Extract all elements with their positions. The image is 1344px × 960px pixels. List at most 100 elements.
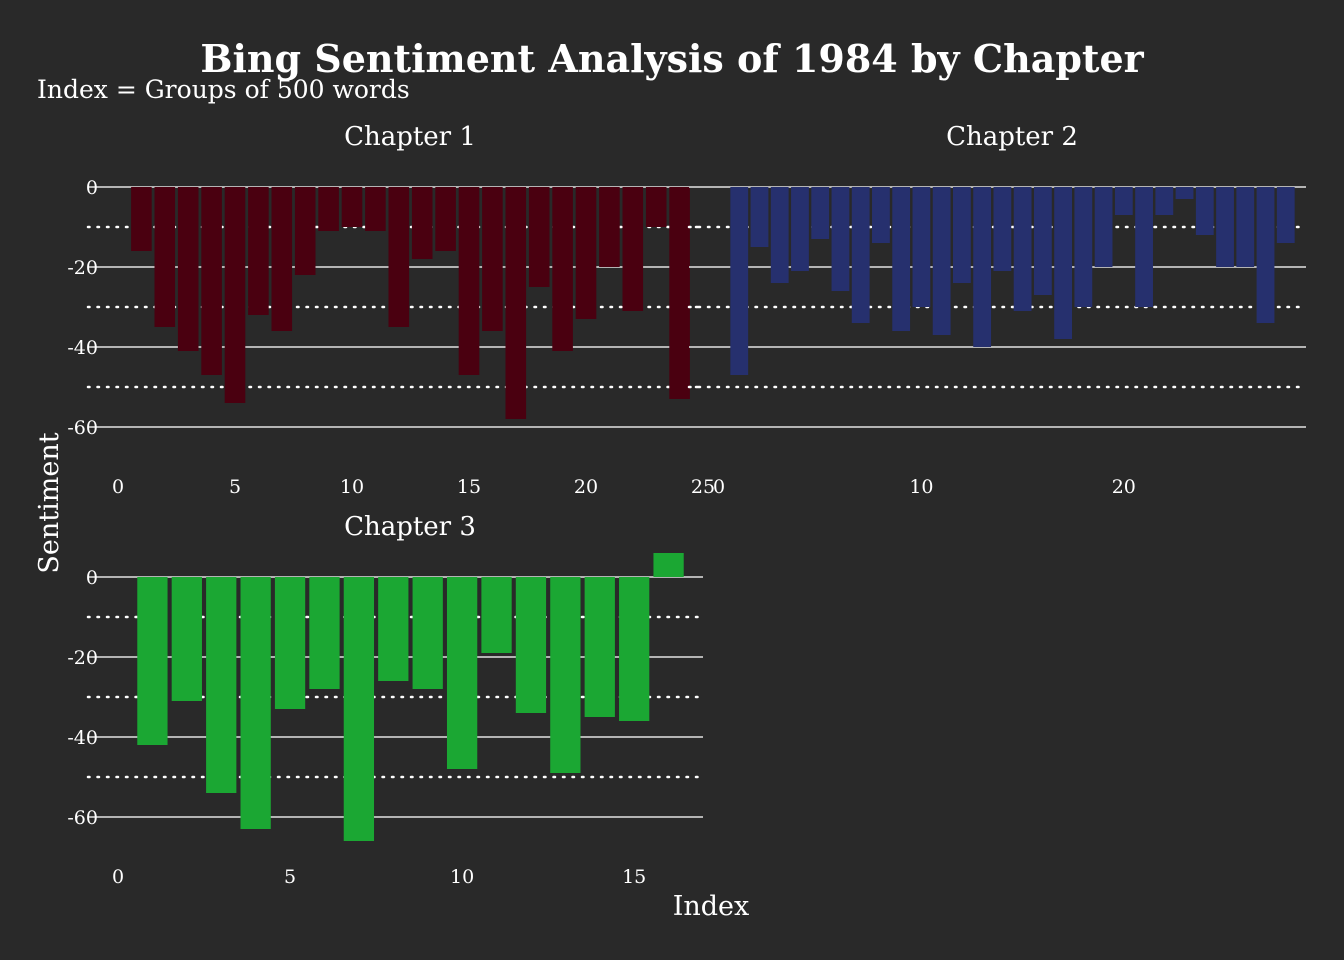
bar	[550, 577, 581, 773]
y-tick-label: 0	[86, 567, 98, 589]
bar	[599, 187, 620, 267]
bar	[177, 187, 199, 351]
bar	[851, 187, 870, 323]
bar	[131, 187, 152, 251]
x-tick-label: 5	[284, 866, 296, 888]
x-tick-label: 20	[574, 476, 598, 498]
bar	[831, 187, 850, 291]
bar	[912, 187, 931, 307]
panel-chapter-1: Chapter 1 0 -20 -40 -60 0 5 10 15 20 25	[67, 122, 715, 498]
bar	[730, 187, 749, 375]
bar	[1195, 187, 1214, 235]
bar	[1094, 187, 1113, 267]
bar	[206, 577, 237, 793]
bar	[791, 187, 809, 271]
bar	[271, 187, 293, 331]
bar	[248, 187, 269, 315]
y-tick-label: -40	[67, 337, 98, 359]
bar	[1074, 187, 1093, 307]
x-tick-label: 20	[1112, 476, 1136, 498]
chart-subtitle: Index = Groups of 500 words	[37, 75, 410, 104]
bar	[1175, 187, 1194, 199]
bar	[435, 187, 456, 251]
bar	[294, 187, 316, 275]
bar	[341, 187, 363, 227]
bar	[932, 187, 951, 335]
bar	[1236, 187, 1255, 267]
bar	[1135, 187, 1153, 307]
bar	[619, 577, 650, 721]
y-tick-label: -60	[67, 417, 98, 439]
bar	[1054, 187, 1073, 339]
facet-label-chapter-3: Chapter 3	[344, 512, 476, 542]
bar	[274, 577, 306, 709]
bar	[1033, 187, 1052, 295]
chart-title: Bing Sentiment Analysis of 1984 by Chapt…	[200, 36, 1144, 81]
bar	[309, 577, 340, 689]
bar	[811, 187, 830, 239]
bar	[388, 187, 410, 327]
x-tick-label: 0	[112, 476, 124, 498]
x-tick-label: 10	[340, 476, 364, 498]
x-tick-label: 5	[229, 476, 241, 498]
bar	[973, 187, 992, 347]
bar	[446, 577, 478, 769]
bar	[552, 187, 573, 351]
y-tick-label: -40	[67, 727, 98, 749]
bar	[575, 187, 597, 319]
bar	[872, 187, 890, 243]
bar	[1276, 187, 1295, 243]
bar	[1256, 187, 1275, 323]
x-tick-label: 10	[909, 476, 933, 498]
bar	[365, 187, 386, 231]
bar	[1013, 187, 1032, 311]
bar	[458, 187, 480, 375]
panel-chapter-3: Chapter 3 0 -20 -40 -60 0 5 10 15	[67, 512, 705, 888]
bar	[584, 577, 615, 717]
bar	[622, 187, 644, 311]
y-tick-label: -60	[67, 807, 98, 829]
bar	[669, 187, 690, 399]
x-tick-label: 0	[112, 866, 124, 888]
bar	[528, 187, 550, 287]
bar	[201, 187, 222, 375]
bar	[378, 577, 409, 681]
facet-label-chapter-2: Chapter 2	[946, 122, 1078, 152]
bar	[653, 553, 684, 577]
y-tick-label: -20	[67, 647, 98, 669]
x-tick-label: 15	[622, 866, 646, 888]
bar	[770, 187, 789, 283]
bar	[412, 577, 443, 689]
x-tick-label: 0	[713, 476, 725, 498]
bar	[645, 187, 667, 227]
x-tick-label: 15	[457, 476, 481, 498]
bar	[505, 187, 527, 419]
y-axis-title: Sentiment	[34, 432, 65, 573]
bar	[137, 577, 168, 745]
bar	[993, 187, 1012, 271]
y-tick-label: 0	[86, 177, 98, 199]
y-tick-label: -20	[67, 257, 98, 279]
x-tick-label: 10	[450, 866, 474, 888]
bar	[481, 577, 512, 653]
bar	[154, 187, 176, 327]
bar	[952, 187, 971, 283]
bar	[343, 577, 375, 841]
bar	[482, 187, 503, 331]
bar	[171, 577, 202, 701]
panel-chapter-2: Chapter 2 0 10 20	[687, 122, 1308, 498]
x-tick-label: 25	[691, 476, 715, 498]
facet-label-chapter-1: Chapter 1	[344, 122, 476, 152]
bar	[411, 187, 433, 259]
bar	[240, 577, 271, 829]
bar	[515, 577, 547, 713]
bar	[224, 187, 246, 403]
bar	[750, 187, 769, 247]
bar	[318, 187, 339, 231]
bar	[1155, 187, 1174, 215]
bar	[1216, 187, 1234, 267]
bar	[1114, 187, 1133, 215]
x-axis-title: Index	[673, 891, 750, 922]
bar	[892, 187, 911, 331]
